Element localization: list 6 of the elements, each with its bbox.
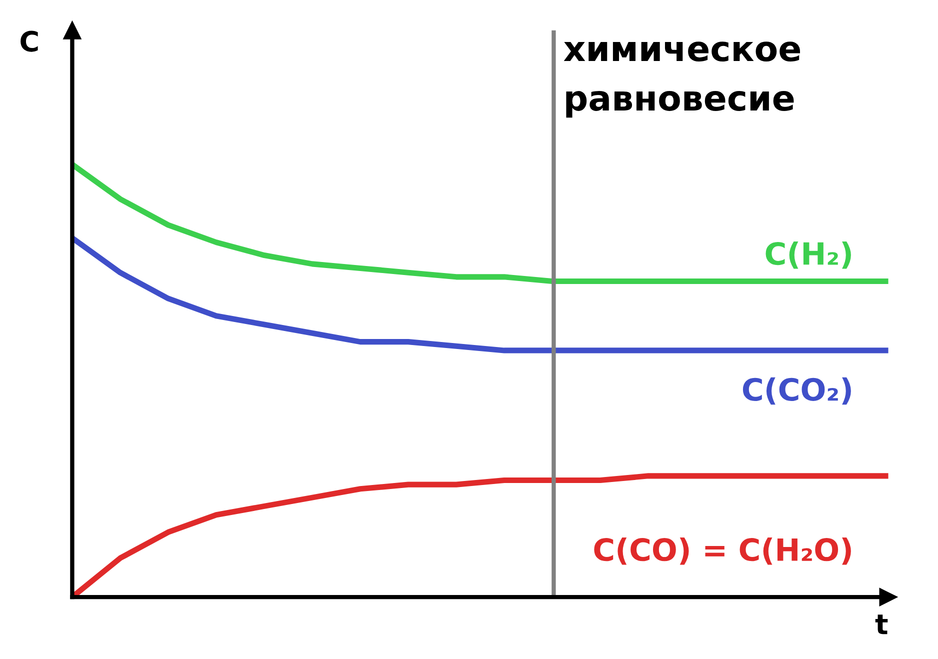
series-label: C(H₂) (766, 241, 851, 269)
series-label: C(CO₂) (742, 377, 851, 405)
series-label: C(CO) = C(H₂O) (594, 538, 851, 565)
x-axis-title: t (875, 614, 888, 634)
text: химическое равновесие (564, 42, 800, 118)
y-axis-title: C (20, 30, 38, 52)
